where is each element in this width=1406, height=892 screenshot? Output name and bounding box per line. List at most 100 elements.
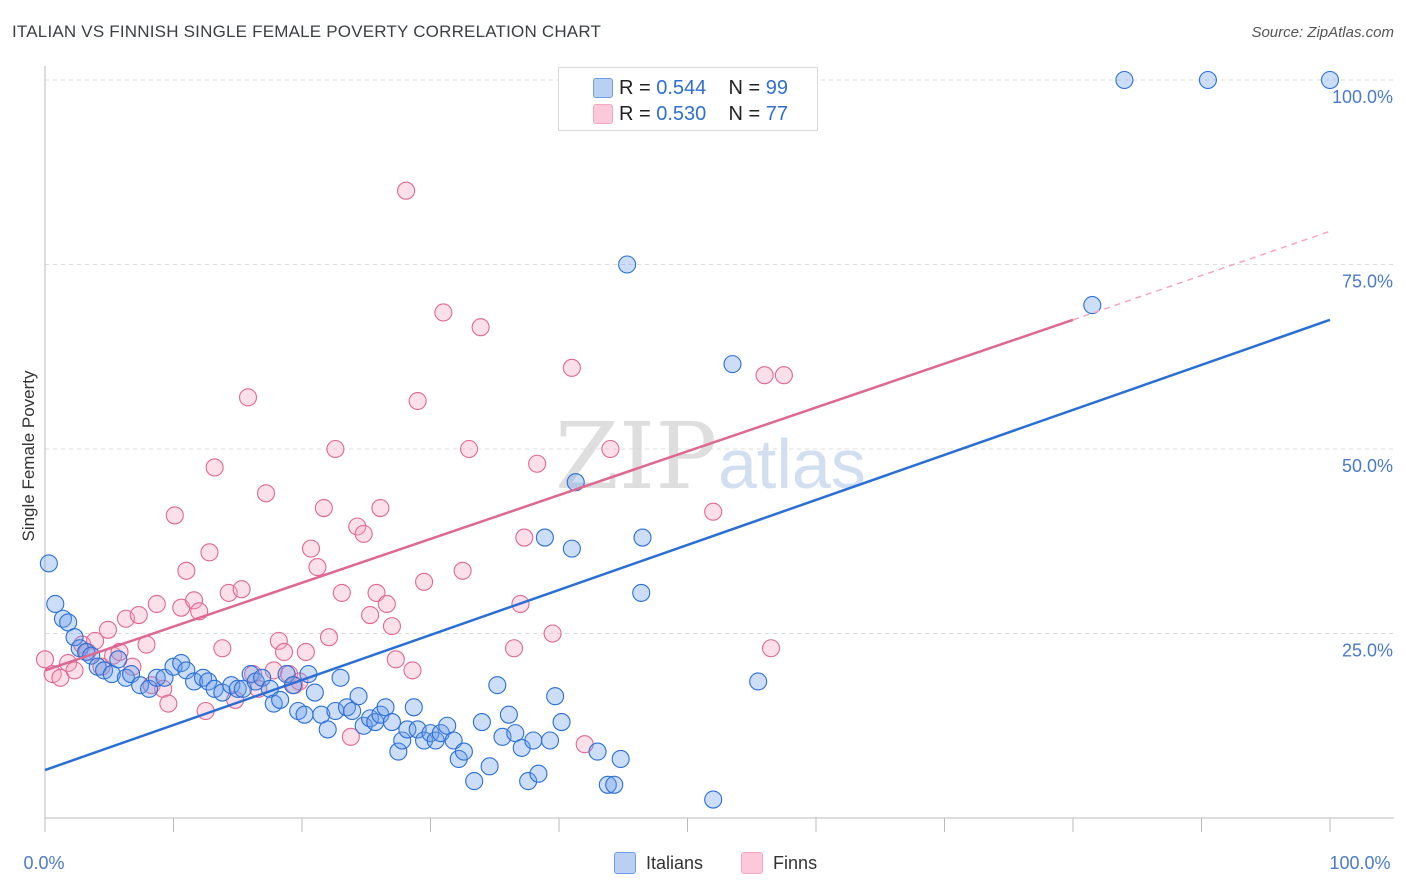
legend-n-label: N = — [728, 76, 761, 99]
finns-point — [123, 657, 142, 676]
y-tick-label-100: 100.0% — [1332, 87, 1393, 107]
italians-point — [562, 539, 581, 558]
legend-row-italians: R = 0.544 N = 99 — [593, 76, 789, 100]
finns-point — [341, 727, 360, 746]
finns-point — [232, 580, 251, 599]
finns-point — [367, 583, 386, 602]
finns-point — [177, 561, 196, 580]
finns-point — [361, 605, 380, 625]
correlation-legend: R = 0.544 N = 99 R = 0.530 N = 77 — [558, 67, 818, 131]
italians-point — [305, 683, 324, 702]
italians-swatch-icon — [593, 78, 613, 98]
finns-point — [129, 605, 148, 625]
x-ticks — [44, 818, 1331, 832]
italians-point — [546, 687, 565, 706]
legend-n-value: 77 — [765, 102, 789, 125]
italians-point — [454, 742, 473, 761]
italians-point — [488, 676, 507, 695]
italians-point — [540, 731, 560, 750]
italians-point — [524, 731, 543, 750]
italians-point — [185, 672, 204, 691]
finns-point — [371, 498, 390, 518]
finns-legend-label: Finns — [773, 852, 818, 873]
italians-point — [39, 554, 58, 573]
legend-item-finns: Finns — [741, 852, 817, 874]
finns-point — [326, 439, 345, 459]
x-tick-label-100: 100.0% — [1329, 853, 1390, 873]
italians-points — [39, 70, 1340, 809]
italians-point — [611, 749, 630, 769]
italians-point — [1320, 70, 1340, 90]
legend-r-label: R = — [619, 102, 651, 125]
legend-n-label: N = — [728, 102, 761, 125]
italians-point — [598, 775, 617, 794]
finns-trend-line — [44, 318, 1074, 672]
italians-point — [633, 528, 652, 547]
series-legend: Italians Finns — [614, 852, 855, 874]
finns-point — [269, 631, 288, 650]
chart-title: ITALIAN VS FINNISH SINGLE FEMALE POVERTY… — [12, 22, 602, 41]
finns-point — [185, 591, 204, 610]
italians-point — [535, 528, 554, 547]
finns-point — [51, 668, 70, 687]
finns-point — [205, 458, 224, 477]
italians-point — [499, 705, 518, 724]
finns-point — [562, 358, 581, 377]
italians-point — [393, 731, 412, 750]
finns-point — [755, 366, 774, 385]
finns-point — [332, 583, 351, 602]
italians-point — [1083, 296, 1102, 315]
y-tick-labels: 25.0% 50.0% 75.0% 100.0% — [1332, 87, 1393, 661]
italians-point — [749, 672, 768, 691]
watermark: ZIP atlas — [555, 403, 866, 510]
legend-n-value: 99 — [765, 76, 789, 99]
finns-point — [159, 694, 178, 713]
finns-point — [319, 628, 339, 647]
italians-point — [318, 720, 337, 739]
finns-point — [301, 539, 321, 558]
italians-point — [723, 355, 742, 374]
finns-point — [35, 650, 55, 669]
italians-point — [465, 772, 484, 791]
finns-point — [213, 639, 232, 658]
italians-point — [404, 698, 423, 717]
italians-point — [389, 742, 408, 761]
finns-point — [354, 524, 373, 543]
italians-point — [295, 705, 314, 724]
italians-point — [632, 583, 651, 602]
italians-trend-line — [44, 318, 1331, 772]
finns-point — [528, 454, 547, 473]
italians-point — [519, 772, 538, 791]
finns-point — [274, 642, 294, 662]
italians-point — [1115, 70, 1134, 90]
italians-point — [277, 665, 296, 684]
italians-point — [618, 255, 637, 274]
finns-point — [165, 506, 184, 525]
finns-points — [35, 70, 793, 754]
finns-point — [397, 181, 416, 200]
legend-item-italians: Italians — [614, 852, 703, 874]
finns-point — [314, 498, 333, 518]
italians-point — [65, 628, 84, 647]
italians-legend-icon — [614, 852, 636, 874]
italians-point — [354, 716, 373, 735]
finns-point — [434, 303, 453, 322]
finns-point — [382, 617, 402, 636]
italians-point — [552, 713, 571, 732]
finns-trend-extension — [1072, 230, 1331, 321]
y-tick-label-75: 75.0% — [1342, 272, 1393, 292]
italians-point — [1198, 70, 1217, 90]
italians-legend-label: Italians — [646, 852, 704, 873]
italians-point — [271, 690, 290, 709]
italians-point — [704, 790, 723, 809]
source-label: Source: ZipAtlas.com — [1251, 24, 1394, 41]
finns-point — [65, 661, 84, 680]
finns-point — [296, 642, 315, 662]
legend-r-value: 0.544 — [656, 76, 707, 99]
y-axis-title: Single Female Poverty — [19, 370, 38, 542]
axes — [44, 66, 1394, 819]
italians-point — [382, 713, 402, 732]
finns-point — [453, 561, 472, 580]
finns-legend-icon — [741, 852, 764, 874]
